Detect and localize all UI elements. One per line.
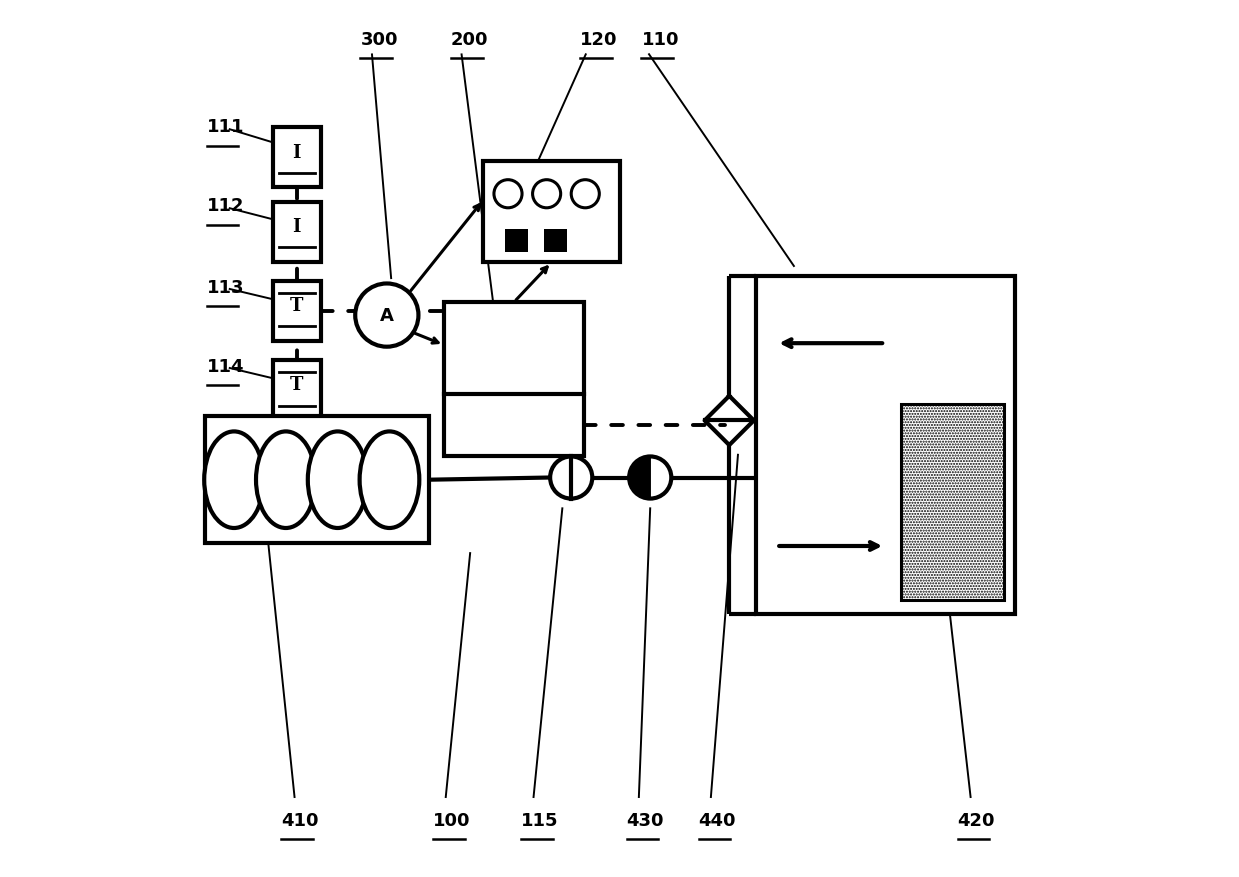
Bar [206, 417, 429, 544]
Text: 410: 410 [281, 811, 318, 829]
Text: 114: 114 [207, 358, 244, 375]
Ellipse shape [359, 432, 419, 528]
Text: I: I [292, 218, 301, 236]
Text: 111: 111 [207, 118, 244, 136]
Text: 120: 120 [580, 31, 617, 48]
Circle shape [494, 181, 522, 209]
Text: 110: 110 [642, 31, 679, 48]
Circle shape [356, 284, 419, 347]
Text: A: A [380, 307, 394, 324]
Text: 440: 440 [699, 811, 736, 829]
Text: 300: 300 [361, 31, 398, 48]
Bar [273, 282, 321, 341]
Bar [506, 230, 528, 253]
Text: 100: 100 [434, 811, 471, 829]
Bar [273, 360, 321, 420]
Bar [901, 404, 1005, 601]
Bar [273, 203, 321, 262]
Polygon shape [629, 457, 650, 499]
Circle shape [550, 457, 592, 499]
Bar [544, 230, 566, 253]
Bar [756, 276, 1015, 614]
Text: 430: 430 [627, 811, 664, 829]
Ellipse shape [204, 432, 264, 528]
Circle shape [571, 181, 600, 209]
Circle shape [629, 457, 672, 499]
Bar [444, 303, 585, 456]
Ellipse shape [256, 432, 316, 528]
Text: 115: 115 [522, 811, 559, 829]
Bar [483, 162, 620, 263]
Text: 113: 113 [207, 279, 244, 296]
Text: T: T [290, 297, 304, 315]
Text: 420: 420 [958, 811, 995, 829]
Text: 112: 112 [207, 197, 244, 215]
Bar [273, 128, 321, 188]
Circle shape [533, 181, 561, 209]
Text: T: T [290, 376, 304, 394]
Text: 200: 200 [451, 31, 488, 48]
Text: I: I [292, 144, 301, 161]
Ellipse shape [307, 432, 368, 528]
